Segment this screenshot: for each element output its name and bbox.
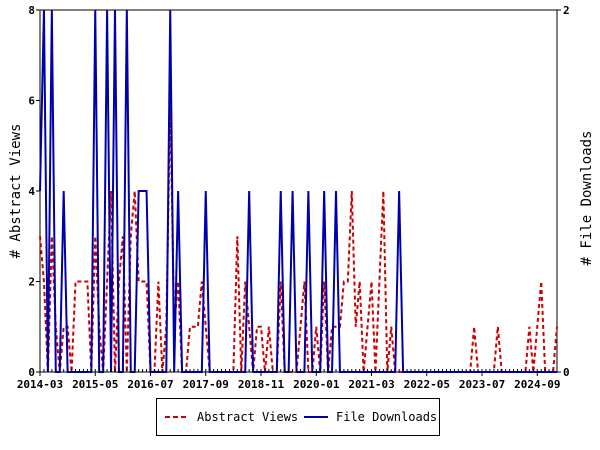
y2-tick-label: 2 xyxy=(563,4,570,17)
file-downloads-swatch xyxy=(304,416,328,418)
legend-label-file-downloads: File Downloads xyxy=(336,410,438,424)
y-tick-label: 6 xyxy=(28,95,35,108)
y-tick-label: 0 xyxy=(28,366,35,379)
x-tick-label: 2016-07 xyxy=(127,378,173,391)
series-layer xyxy=(39,9,558,373)
abstract-views-swatch xyxy=(165,416,189,418)
series-line-file-downloads xyxy=(39,9,557,373)
axes-layer: 2014-03 2015-05 2016-07 2017-09 2018-11 2020-… xyxy=(17,4,570,391)
x-tick-label: 2024-09 xyxy=(514,378,560,391)
y2-axis-title: # File Downloads xyxy=(579,131,595,266)
x-tick-label: 2022-05 xyxy=(404,378,450,391)
y2-tick-label: 0 xyxy=(563,366,570,379)
x-tick-label: 2021-03 xyxy=(348,378,394,391)
x-tick-label: 2018-11 xyxy=(238,378,285,391)
y-tick-label: 4 xyxy=(28,185,35,198)
y-tick-label: 2 xyxy=(28,276,35,289)
y-tick-label: 8 xyxy=(28,4,35,17)
x-tick-label: 2020-01 xyxy=(293,378,340,391)
x-tick-label: 2017-09 xyxy=(183,378,229,391)
legend-label-abstract-views: Abstract Views xyxy=(197,410,299,424)
legend: Abstract Views File Downloads xyxy=(156,398,440,436)
x-tick-label: 2015-05 xyxy=(72,378,118,391)
x-tick-label: 2014-03 xyxy=(17,378,63,391)
series-line-abstract-views xyxy=(39,100,558,373)
y-axis-title: # Abstract Views xyxy=(8,124,24,259)
x-tick-label: 2023-07 xyxy=(459,378,505,391)
